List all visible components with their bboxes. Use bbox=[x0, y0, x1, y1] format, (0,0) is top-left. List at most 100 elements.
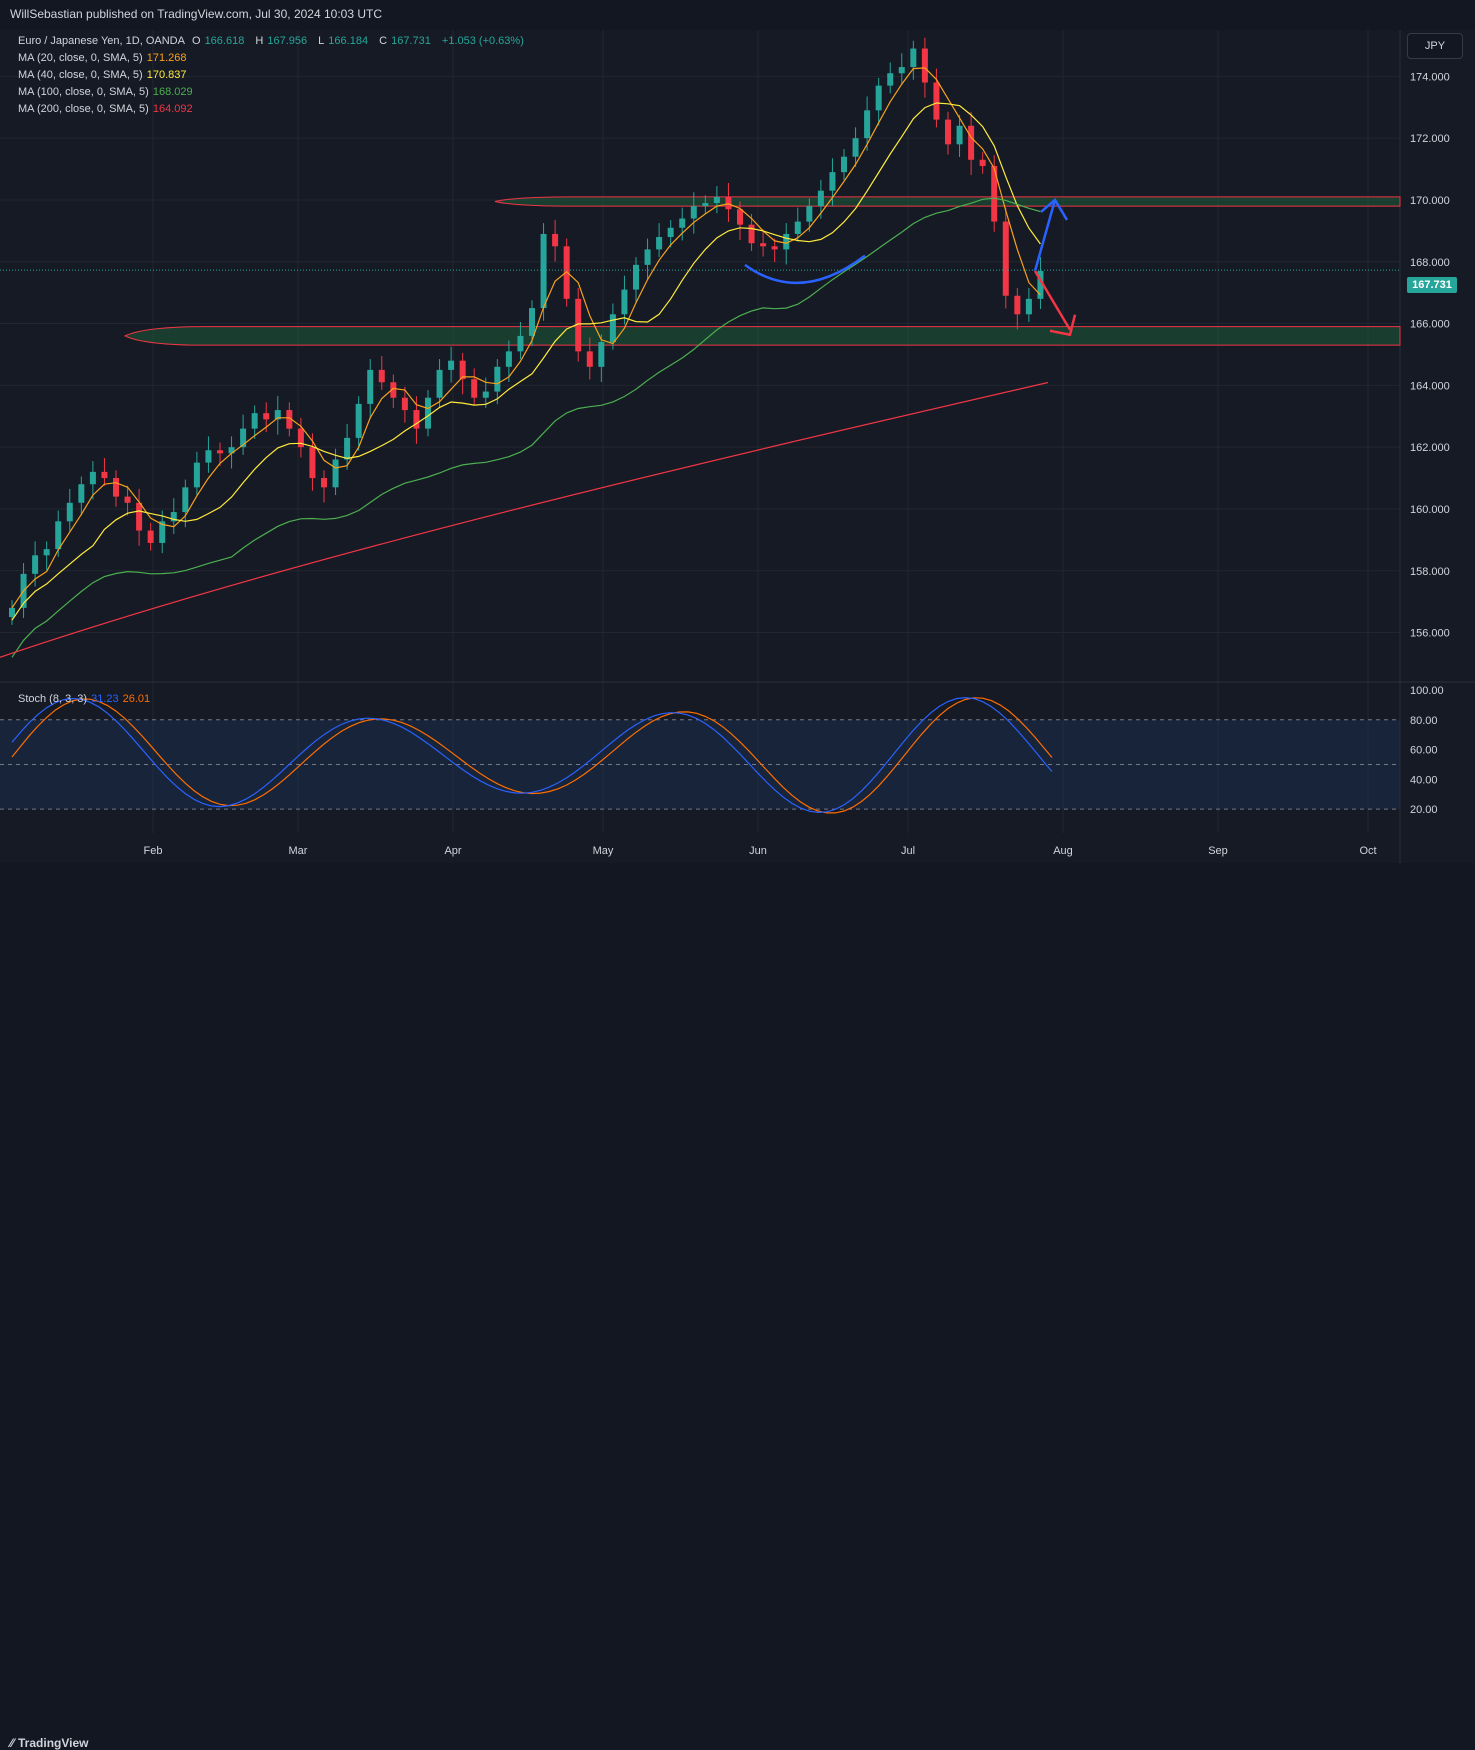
rounded-bottom-curve bbox=[744, 254, 866, 285]
footer-bar: ⁄⁄ TradingView bbox=[0, 863, 1475, 1750]
candle-body bbox=[101, 471, 108, 479]
ma20-legend: MA (20, close, 0, SMA, 5) 171.268 bbox=[18, 52, 187, 64]
time-tick-label: Mar bbox=[289, 845, 308, 857]
price-tick-label: 158.000 bbox=[1410, 566, 1450, 578]
stoch-d-line bbox=[11, 697, 1053, 814]
candle-body bbox=[956, 125, 963, 145]
candle-body bbox=[78, 484, 85, 503]
candle-body bbox=[1037, 271, 1044, 299]
time-tick-label: Oct bbox=[1359, 845, 1376, 857]
candle-body bbox=[979, 159, 986, 166]
stoch-tick-label: 100.00 bbox=[1410, 685, 1444, 697]
candle-body bbox=[228, 447, 235, 454]
price-tick-label: 174.000 bbox=[1410, 71, 1450, 83]
candle-body bbox=[864, 110, 871, 139]
time-tick-label: Sep bbox=[1208, 845, 1228, 857]
candle-body bbox=[517, 335, 524, 352]
candle-body bbox=[505, 351, 512, 367]
candle-body bbox=[656, 237, 663, 250]
symbol-name: Euro / Japanese Yen, 1D, OANDA bbox=[18, 35, 185, 47]
ma100-value: 168.029 bbox=[152, 86, 193, 98]
time-tick-label: Jul bbox=[901, 845, 915, 857]
candle-body bbox=[251, 413, 258, 429]
candle-body bbox=[679, 218, 686, 228]
candle-body bbox=[1002, 221, 1009, 296]
candle-body bbox=[945, 119, 951, 145]
time-tick-label: Feb bbox=[144, 845, 163, 857]
candle-body bbox=[644, 249, 651, 265]
last-price-label: 167.731 bbox=[1407, 277, 1457, 293]
candle-body bbox=[852, 138, 859, 157]
candle-body bbox=[193, 462, 200, 488]
stoch-k-line bbox=[11, 696, 1053, 814]
candle-body bbox=[806, 206, 813, 222]
stoch-k-value: 31.23 bbox=[91, 693, 119, 705]
change-value: +1.053 (+0.63%) bbox=[441, 35, 524, 47]
ma20-value: 171.268 bbox=[146, 52, 187, 64]
price-tick-label: 172.000 bbox=[1410, 133, 1450, 145]
arrow-down-head bbox=[1049, 314, 1077, 337]
top-bar: WillSebastian published on TradingView.c… bbox=[0, 0, 1475, 30]
candle-body bbox=[355, 403, 362, 438]
candle-body bbox=[529, 308, 535, 336]
candle-body bbox=[217, 450, 223, 454]
candle-body bbox=[921, 48, 928, 83]
candle-body bbox=[586, 351, 593, 367]
candle-body bbox=[9, 607, 15, 618]
candle-body bbox=[286, 410, 293, 429]
candle-body bbox=[633, 264, 639, 290]
candle-body bbox=[910, 48, 917, 68]
candle-body bbox=[378, 369, 385, 383]
ma20-line bbox=[11, 67, 1041, 609]
candle-body bbox=[182, 487, 189, 513]
price-tick-label: 168.000 bbox=[1410, 257, 1450, 269]
stoch-tick-label: 60.00 bbox=[1410, 745, 1438, 757]
candle-body bbox=[898, 67, 905, 74]
candle-body bbox=[344, 437, 351, 460]
candle-body bbox=[609, 314, 616, 343]
candle-body bbox=[760, 243, 767, 247]
resistance-zone bbox=[494, 196, 1401, 207]
candle-body bbox=[702, 203, 709, 207]
candle-body bbox=[748, 224, 755, 244]
candle-body bbox=[401, 397, 408, 411]
candle-body bbox=[367, 369, 374, 404]
candle-body bbox=[390, 382, 397, 398]
time-tick-label: Jun bbox=[749, 845, 767, 857]
ma200-value: 164.092 bbox=[152, 103, 193, 115]
price-tick-label: 160.000 bbox=[1410, 504, 1450, 516]
chart-panel[interactable]: 174.000 172.000 170.000 168.000 166.000 164.0… bbox=[0, 30, 1475, 863]
candle-body bbox=[968, 125, 975, 160]
open-value: 166.618 bbox=[204, 35, 245, 47]
time-tick-label: Aug bbox=[1053, 845, 1073, 857]
support-zone bbox=[123, 326, 1401, 346]
candle-body bbox=[621, 289, 628, 315]
tradingview-logo-icon: ⁄⁄ bbox=[10, 1736, 15, 1750]
candle-body bbox=[771, 246, 778, 250]
candle-body bbox=[147, 530, 154, 543]
candle-body bbox=[425, 397, 431, 429]
candle-body bbox=[55, 521, 62, 550]
currency-button[interactable]: JPY bbox=[1407, 33, 1463, 59]
close-value: 167.731 bbox=[391, 35, 431, 47]
candle-body bbox=[887, 73, 894, 86]
candle-body bbox=[205, 450, 212, 463]
candle-body bbox=[274, 410, 281, 420]
candle-body bbox=[32, 555, 39, 574]
candle-body bbox=[332, 459, 339, 488]
candle-body bbox=[552, 233, 559, 247]
candle-body bbox=[448, 360, 455, 370]
time-tick-label: Apr bbox=[444, 845, 461, 857]
candle-body bbox=[783, 233, 790, 250]
candle-body bbox=[933, 82, 940, 120]
arrow-up-shaft bbox=[1033, 199, 1057, 272]
candle-body bbox=[725, 196, 732, 210]
tradingview-logo: ⁄⁄ TradingView bbox=[10, 1736, 89, 1750]
stoch-legend: Stoch (8, 3, 3) 31.23 26.01 bbox=[18, 693, 151, 705]
chart-svg[interactable]: 174.000 172.000 170.000 168.000 166.000 164.0… bbox=[0, 30, 1475, 863]
candle-body bbox=[113, 478, 119, 497]
candle-body bbox=[737, 209, 743, 225]
stoch-tick-label: 40.00 bbox=[1410, 774, 1438, 786]
price-tick-label: 162.000 bbox=[1410, 442, 1450, 454]
stoch-tick-label: 80.00 bbox=[1410, 715, 1438, 727]
